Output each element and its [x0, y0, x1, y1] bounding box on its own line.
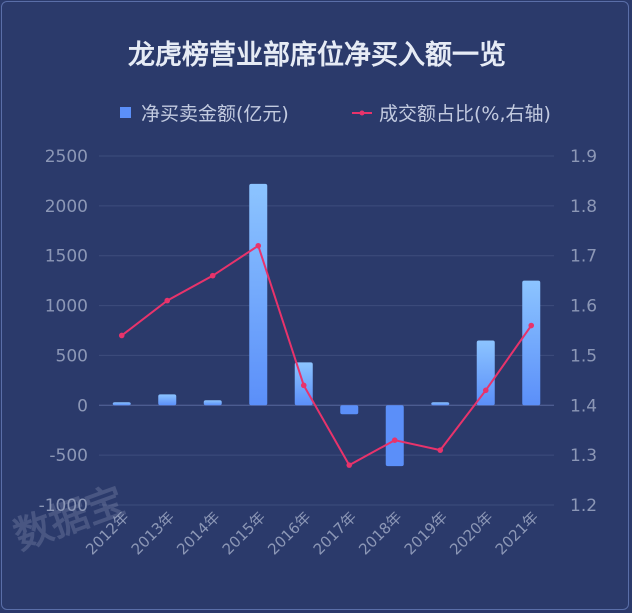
legend-line-marker	[359, 110, 365, 116]
right-tick-label: 1.2	[570, 496, 597, 516]
right-axis: 1.9 1.8 1.7 1.6 1.5 1.4 1.3 1.2	[570, 147, 597, 516]
bar-series	[112, 183, 541, 467]
line-point	[482, 387, 489, 394]
x-tick-label: 2017年	[310, 508, 360, 558]
left-tick-label: -1000	[39, 496, 88, 516]
line-path	[121, 244, 533, 467]
line-point	[528, 322, 535, 329]
legend-bar-swatch	[120, 107, 131, 118]
line-series	[118, 242, 535, 468]
left-tick-label: 2500	[45, 147, 88, 167]
left-tick-label: 2000	[45, 197, 88, 217]
line-point	[346, 462, 353, 468]
right-tick-label: 1.9	[570, 147, 597, 167]
bar	[340, 405, 359, 415]
x-tick-label: 2021年	[492, 508, 542, 558]
right-tick-label: 1.3	[570, 446, 597, 466]
legend: 净买卖金额(亿元) 成交额占比(%,右轴)	[120, 103, 551, 125]
left-tick-label: 0	[77, 396, 88, 416]
legend-line-label: 成交额占比(%,右轴)	[379, 103, 551, 125]
right-tick-label: 1.8	[570, 197, 597, 217]
x-tick-label: 2013年	[128, 508, 178, 558]
line-point	[391, 437, 398, 443]
x-tick-label: 2014年	[173, 508, 223, 558]
left-axis: 2500 2000 1500 1000 500 0 -500 -1000	[39, 147, 88, 516]
line-point	[118, 332, 125, 339]
bar	[203, 400, 222, 406]
legend-bar-label: 净买卖金额(亿元)	[141, 103, 289, 125]
line-point	[437, 447, 444, 453]
x-tick-label: 2015年	[219, 508, 269, 558]
grid-lines	[99, 155, 554, 506]
chart-title: 龙虎榜营业部席位净买入额一览	[128, 39, 506, 71]
x-tick-label: 2019年	[401, 508, 451, 558]
x-tick-label: 2018年	[355, 508, 405, 558]
bar	[112, 402, 131, 406]
bar	[476, 340, 495, 406]
x-tick-label: 2016年	[264, 508, 314, 558]
line-point	[255, 242, 262, 249]
bar	[385, 405, 404, 467]
left-tick-label: -500	[49, 446, 88, 466]
line-point	[209, 272, 216, 279]
x-axis: 2012年2013年2014年2015年2016年2017年2018年2019年…	[82, 508, 542, 558]
bar	[522, 280, 541, 406]
bar	[249, 183, 268, 406]
watermark: 数据宝	[8, 478, 130, 558]
line-point	[164, 297, 171, 304]
bar	[431, 402, 450, 406]
line-point	[300, 382, 307, 389]
left-tick-label: 500	[56, 346, 88, 366]
left-tick-label: 1500	[45, 247, 88, 267]
right-tick-label: 1.7	[570, 247, 597, 267]
left-tick-label: 1000	[45, 297, 88, 317]
right-tick-label: 1.6	[570, 297, 597, 317]
bar	[158, 394, 177, 406]
right-tick-label: 1.4	[570, 396, 597, 416]
x-tick-label: 2020年	[446, 508, 496, 558]
right-tick-label: 1.5	[570, 346, 597, 366]
